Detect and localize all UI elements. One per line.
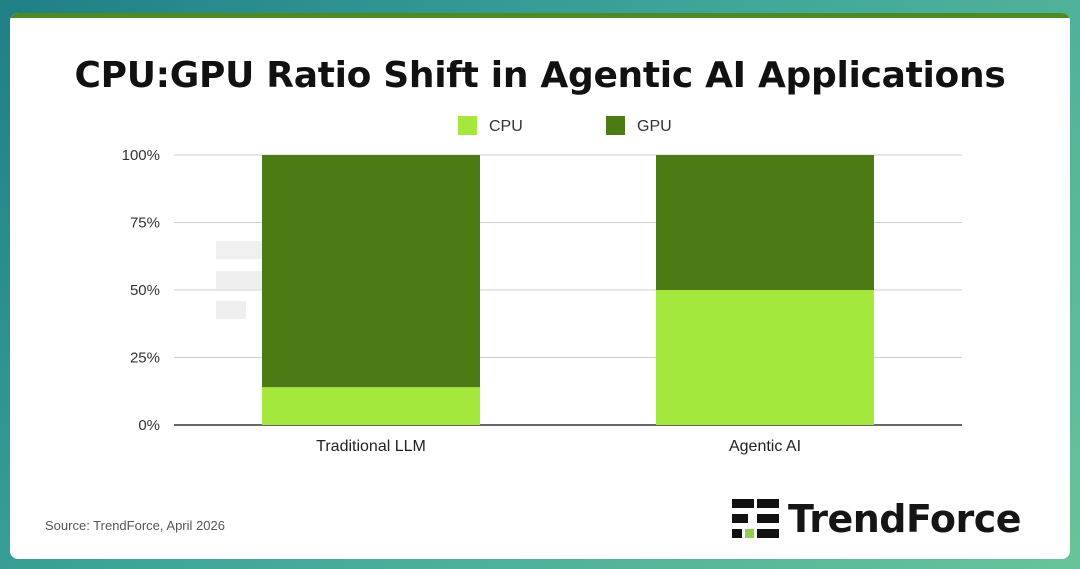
source-note: Source: TrendForce, April 2026 <box>45 518 225 533</box>
brand-logo: TrendForce <box>732 493 1022 545</box>
y-tick-label: 100% <box>122 147 160 164</box>
x-tick-label: Agentic AI <box>729 438 801 455</box>
bar-gpu <box>262 155 480 388</box>
bar-gpu <box>656 155 874 290</box>
y-tick-label: 75% <box>130 215 160 232</box>
x-tick-label: Traditional LLM <box>316 438 426 455</box>
y-tick-label: 50% <box>130 282 160 299</box>
bar-cpu <box>262 387 480 425</box>
brand-name: TrendForce <box>788 497 1022 541</box>
chart-title: CPU:GPU Ratio Shift in Agentic AI Applic… <box>74 55 1006 96</box>
stacked-bar-chart: 0% 25% 50% 75% 100% Traditional LLM Agentic AI… <box>122 116 962 455</box>
bar-cpu <box>656 290 874 425</box>
y-tick-label: 0% <box>138 417 160 434</box>
legend-label-cpu: CPU <box>489 118 523 135</box>
y-tick-label: 25% <box>130 350 160 367</box>
legend-swatch-cpu <box>458 116 477 135</box>
legend-swatch-gpu <box>606 116 625 135</box>
card-accent-bar <box>10 13 1070 18</box>
legend-label-gpu: GPU <box>637 118 672 135</box>
trendforce-logo-icon <box>732 499 779 538</box>
chart-card: CPU:GPU Ratio Shift in Agentic AI Applic… <box>10 13 1070 559</box>
